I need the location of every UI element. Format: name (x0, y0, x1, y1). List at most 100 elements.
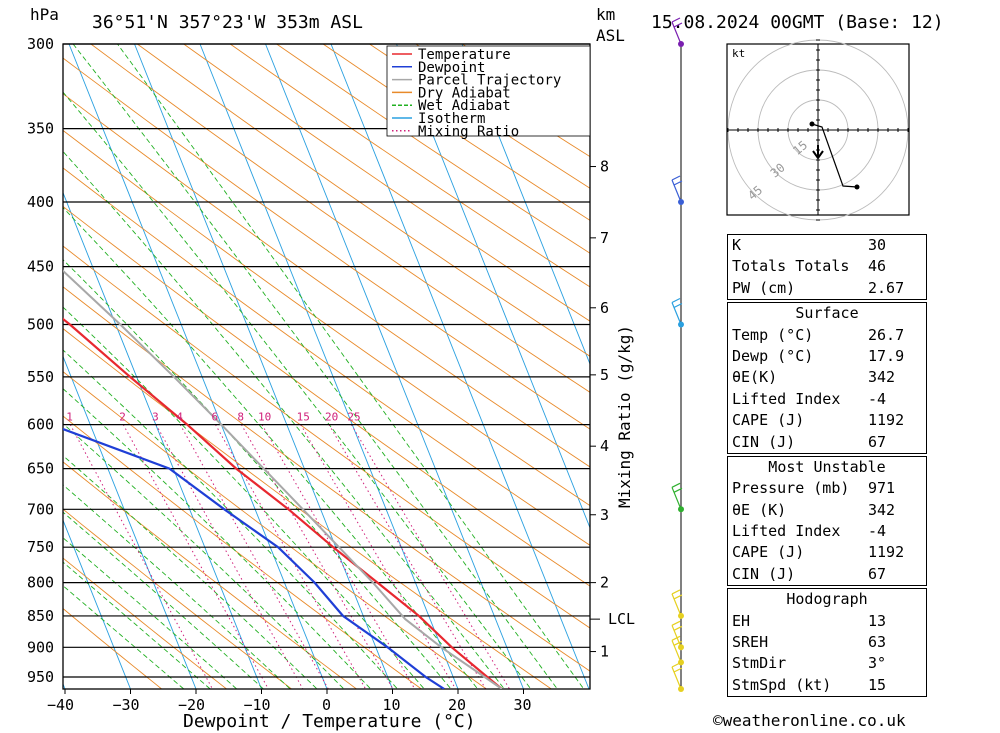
legend-box (386, 45, 591, 137)
wet-adiabat (63, 511, 265, 689)
series-dewpoint (63, 427, 445, 689)
asl-label: ASL (596, 26, 625, 45)
hodograph-stat-row: StmSpd (kt) 15 (728, 675, 926, 696)
km-tick-label: 1 (600, 643, 609, 661)
km-tick-label: 2 (600, 574, 609, 592)
most-unstable-label: θE (K) (732, 500, 787, 519)
most-unstable-label: Lifted Index (732, 522, 841, 541)
index-value: 2.67 (868, 278, 905, 297)
index-row: Totals Totals 46 (728, 256, 926, 277)
date-title: 15.08.2024 00GMT (Base: 12) (651, 12, 944, 33)
x-tick-label: 30 (514, 696, 532, 714)
hodograph-end (854, 184, 860, 190)
wind-barb-flag (671, 17, 681, 23)
wet-adiabat (63, 423, 345, 689)
wind-barb (671, 487, 682, 510)
wet-adiabat (63, 91, 532, 689)
copyright: ©weatheronline.co.uk (713, 711, 906, 730)
wet-adiabat (63, 259, 452, 689)
wind-barb-flag (673, 22, 683, 28)
km-tick-label: 3 (600, 506, 609, 524)
surface-label: CIN (J) (732, 432, 796, 451)
most-unstable-value: 971 (868, 479, 896, 498)
pressure-tick-label: 450 (27, 258, 54, 276)
wind-barb (671, 666, 682, 690)
surface-label: Lifted Index (732, 389, 841, 408)
wind-barb-flag (673, 302, 683, 309)
mixing-ratio-label: 1 (66, 411, 73, 424)
isotherm (396, 44, 590, 529)
pressure-tick-label: 850 (27, 607, 54, 625)
mixing-ratio-line (300, 424, 457, 689)
index-value: 46 (868, 257, 887, 276)
isotherm (265, 44, 524, 689)
km-label: km (596, 5, 615, 24)
most-unstable-row: Pressure (mb) 971 (728, 478, 926, 499)
most-unstable-label: CAPE (J) (732, 543, 805, 562)
wet-adiabat (63, 306, 425, 689)
wind-barb (671, 21, 682, 45)
dry-adiabat (63, 93, 590, 468)
x-tick-label: −40 (47, 696, 74, 714)
isotherm (63, 191, 262, 689)
pressure-tick-label: 800 (27, 574, 54, 592)
surface-label: Dewp (°C) (732, 346, 814, 365)
surface-box: Surface Temp (°C) 26.7 Dewp (°C) 17.9 θE(K) 3… (727, 302, 927, 454)
wet-adiabat (63, 484, 291, 689)
x-tick-label: 0 (322, 696, 331, 714)
km-tick-label: 6 (600, 299, 609, 317)
legend-label: Isotherm (418, 111, 485, 127)
wind-barb-flag (671, 662, 681, 668)
wind-barb-flag (673, 640, 683, 646)
wet-adiabat (117, 44, 585, 689)
most-unstable-row: CAPE (J) 1192 (728, 542, 926, 563)
dry-adiabat (63, 415, 423, 689)
isotherm (68, 44, 328, 689)
x-tick-label: 10 (383, 696, 401, 714)
most-unstable-row: Lifted Index -4 (728, 521, 926, 542)
mixing-ratio-axis-label: Mixing Ratio (g/kg) (615, 325, 634, 508)
wind-barb-flag (673, 594, 683, 600)
surface-row: CIN (J) 67 (728, 432, 926, 453)
legend-label: Parcel Trajectory (418, 73, 561, 89)
dry-adiabat (63, 328, 553, 689)
km-tick-label: 7 (600, 229, 609, 247)
wind-barb (671, 625, 682, 648)
hodograph-stat-value: 13 (868, 611, 887, 630)
km-tick-label: 4 (600, 437, 609, 455)
mixing-ratio-label: 3 (152, 411, 159, 424)
surface-title: Surface (795, 304, 859, 323)
dry-adiabat (63, 57, 590, 430)
mixing-ratio-line (240, 424, 394, 689)
hodograph-title: Hodograph (786, 590, 868, 609)
x-tick-label: −30 (113, 696, 140, 714)
pressure-tick-label: 700 (27, 500, 54, 518)
series-parcel-trajectory (63, 269, 503, 689)
stats-panel: K 30 Totals Totals 46 PW (cm) 2.67 Surface Te… (727, 234, 927, 698)
isotherm (63, 519, 131, 689)
index-label: K (732, 236, 742, 254)
dry-adiabat (90, 44, 590, 393)
pressure-tick-label: 550 (27, 368, 54, 386)
most-unstable-label: Pressure (mb) (732, 479, 850, 498)
hodograph-start (809, 121, 815, 127)
index-value: 30 (868, 236, 887, 254)
wet-adiabat (63, 150, 505, 689)
mixing-ratio-label: 8 (237, 411, 244, 424)
mixing-ratio-label: 10 (258, 411, 271, 424)
wind-barb-flag (671, 620, 681, 626)
index-label: Totals Totals (732, 257, 850, 276)
legend-label: Mixing Ratio (418, 124, 519, 140)
dry-adiabat (63, 607, 163, 689)
surface-value: 26.7 (868, 325, 905, 344)
dry-adiabat (63, 205, 590, 587)
most-unstable-value: 342 (868, 500, 896, 519)
surface-row: CAPE (J) 1192 (728, 410, 926, 431)
dry-adiabat (137, 44, 590, 357)
surface-value: 17.9 (868, 346, 905, 365)
wind-barb-flag (671, 482, 681, 488)
hodograph-stat-value: 15 (868, 675, 887, 694)
mixing-ratio-line (328, 424, 487, 689)
hodograph-stat-value: 63 (868, 633, 887, 652)
